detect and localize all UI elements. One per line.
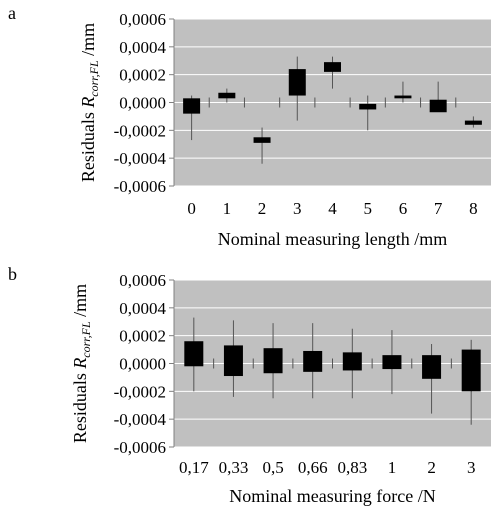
chart-b: 0,0006 0,0004 0,0002 0,0000 -0,0002 -0,0004 -0… <box>8 264 491 506</box>
panel-label: a <box>8 3 16 23</box>
box-0,17 <box>184 341 204 367</box>
y-tick-label: -0,0004 <box>114 149 167 168</box>
box-0,33 <box>223 345 243 377</box>
y-tick-label: 0,0004 <box>119 38 166 57</box>
box-0,66 <box>303 350 323 372</box>
chart-a: 0,0006 0,0004 0,0002 0,0000 -0,0002 -0,0004 -0… <box>8 3 491 249</box>
y-tick-label: 0,0004 <box>119 299 166 318</box>
y-tick-label: -0,0006 <box>114 177 166 196</box>
box-4 <box>324 62 341 72</box>
box-5 <box>359 103 377 110</box>
x-tick-label: 0,66 <box>298 458 328 477</box>
y-axis-label: Residuals Rcorr,FL /mm <box>78 23 101 182</box>
box-2 <box>253 137 271 143</box>
x-tick-label: 2 <box>427 458 436 477</box>
y-axis-label-variable: R <box>70 358 90 370</box>
box-1 <box>218 92 236 99</box>
x-tick-label: 1 <box>223 199 232 218</box>
box-3 <box>288 69 306 96</box>
x-axis-label: Nominal measuring force /N <box>229 486 435 506</box>
panel-label: b <box>8 264 17 284</box>
x-tick-label: 3 <box>467 458 476 477</box>
y-tick-label: 0,0000 <box>119 355 166 374</box>
y-tick-label: 0,0006 <box>119 271 166 290</box>
y-tick-label: 0,0000 <box>119 94 166 113</box>
y-axis-label-unit: /mm <box>70 284 90 322</box>
y-axis-label-prefix: Residuals <box>70 369 90 444</box>
x-tick-label: 5 <box>363 199 372 218</box>
box-7 <box>429 99 447 113</box>
y-tick-label: 0,0006 <box>119 10 166 29</box>
box-0,83 <box>342 352 362 371</box>
x-tick-label: 0 <box>187 199 196 218</box>
x-tick-label: 6 <box>399 199 408 218</box>
y-tick-label: 0,0002 <box>119 66 166 85</box>
x-tick-label: 0,17 <box>179 458 209 477</box>
y-axis-label: Residuals Rcorr,FL /mm <box>70 284 93 443</box>
x-tick-label: 3 <box>293 199 302 218</box>
y-axis-label-subscript: corr,FL <box>87 60 101 97</box>
x-tick-label: 2 <box>258 199 267 218</box>
y-axis-label-unit: /mm <box>78 23 98 61</box>
box-1 <box>382 355 402 370</box>
x-axis-label: Nominal measuring length /mm <box>218 229 447 249</box>
box-2 <box>422 355 442 379</box>
x-tick-label: 1 <box>388 458 397 477</box>
y-tick-label: -0,0002 <box>114 121 166 140</box>
x-tick-label: 7 <box>434 199 443 218</box>
x-tick-label: 0,33 <box>219 458 249 477</box>
x-tick-label: 0,5 <box>262 458 283 477</box>
y-tick-label: -0,0004 <box>114 410 167 429</box>
box-0 <box>183 98 201 114</box>
y-tick-label: 0,0002 <box>119 327 166 346</box>
box-6 <box>394 95 412 99</box>
x-tick-label: 8 <box>469 199 478 218</box>
x-tick-label: 0,83 <box>337 458 367 477</box>
box-8 <box>464 120 482 125</box>
y-axis-label-subscript: corr,FL <box>79 321 93 358</box>
x-tick-label: 4 <box>328 199 337 218</box>
y-tick-label: -0,0002 <box>114 382 166 401</box>
box-3 <box>461 349 481 392</box>
y-axis-label-prefix: Residuals <box>78 108 98 183</box>
y-axis-label-variable: R <box>78 97 98 109</box>
box-0,5 <box>263 348 283 374</box>
y-tick-label: -0,0006 <box>114 438 166 457</box>
